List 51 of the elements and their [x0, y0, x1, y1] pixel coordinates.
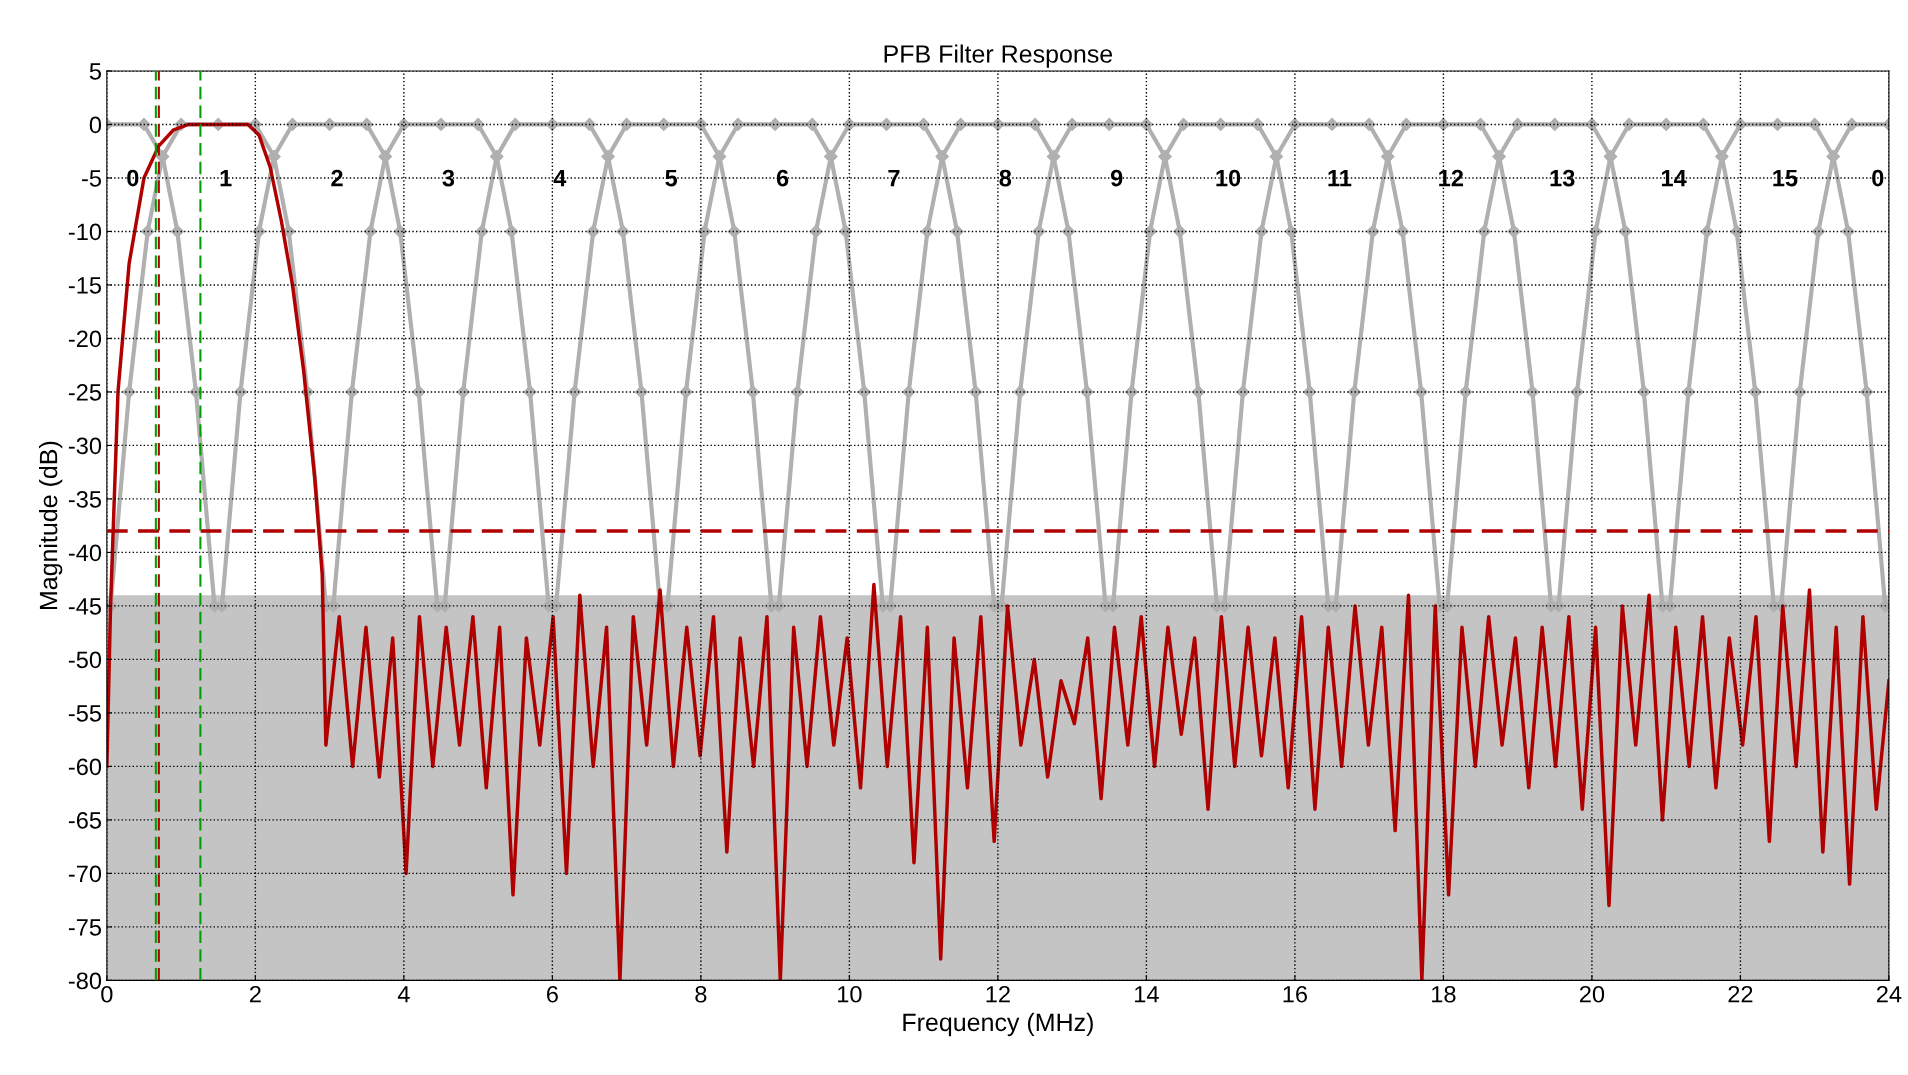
annotation: 15 — [1773, 169, 1798, 187]
annotation: 3 — [442, 169, 455, 187]
x-axis-title: Frequency (MHz) — [903, 1012, 1093, 1037]
annotation: 10 — [1216, 169, 1241, 187]
y-tick-label: -10 — [68, 223, 102, 241]
y-tick-label: -30 — [68, 437, 102, 455]
x-tick-label: 18 — [1432, 985, 1456, 1003]
y-tick-label: -45 — [68, 598, 101, 615]
y-tick-label: 5 — [89, 63, 101, 80]
y-tick-label: -35 — [68, 490, 101, 508]
x-tick-label: 24 — [1876, 985, 1902, 1003]
annotation: 0 — [1872, 169, 1884, 187]
y-tick-label: -5 — [82, 170, 101, 187]
annotation: 0 — [127, 169, 139, 187]
y-tick-label: -55 — [68, 705, 101, 722]
x-tick-label: 2 — [249, 985, 261, 1003]
y-tick-label: -20 — [68, 330, 102, 348]
x-tick-label: 22 — [1728, 985, 1753, 1003]
y-tick-label: -80 — [68, 972, 102, 990]
annotation: 14 — [1661, 169, 1687, 187]
y-tick-label: -60 — [68, 758, 102, 776]
chart-title: PFB Filter Response — [884, 44, 1113, 68]
annotation: 7 — [888, 169, 900, 187]
annotation: 8 — [999, 169, 1012, 187]
annotation: 11 — [1328, 169, 1352, 187]
annotation: 6 — [776, 169, 789, 187]
y-tick-label: -15 — [68, 277, 101, 294]
y-tick-label: -50 — [68, 651, 102, 669]
x-tick-label: 10 — [838, 985, 862, 1003]
annotation: 5 — [665, 169, 678, 187]
x-tick-label: 0 — [101, 985, 113, 1003]
y-tick-label: -40 — [68, 544, 102, 562]
x-tick-label: 6 — [547, 985, 558, 1003]
y-axis-title: Magnitude (dB) — [39, 441, 63, 610]
y-tick-label: -65 — [68, 811, 101, 829]
y-tick-label: 0 — [89, 116, 102, 134]
x-tick-label: 16 — [1283, 985, 1307, 1003]
y-tick-label: -25 — [68, 384, 101, 401]
x-tick-label: 4 — [397, 986, 410, 1003]
annotation: 1 — [220, 169, 232, 187]
annotation: 12 — [1439, 169, 1464, 187]
annotation: 9 — [1110, 169, 1123, 187]
annotation: 13 — [1550, 169, 1575, 187]
x-tick-label: 14 — [1135, 986, 1159, 1003]
annotation: 4 — [553, 169, 567, 187]
x-tick-label: 12 — [986, 985, 1010, 1003]
x-tick-label: 8 — [695, 985, 707, 1003]
y-tick-label: -70 — [68, 865, 102, 883]
y-tick-label: -75 — [68, 919, 101, 936]
annotation: 2 — [331, 169, 343, 187]
x-tick-label: 20 — [1579, 985, 1605, 1003]
